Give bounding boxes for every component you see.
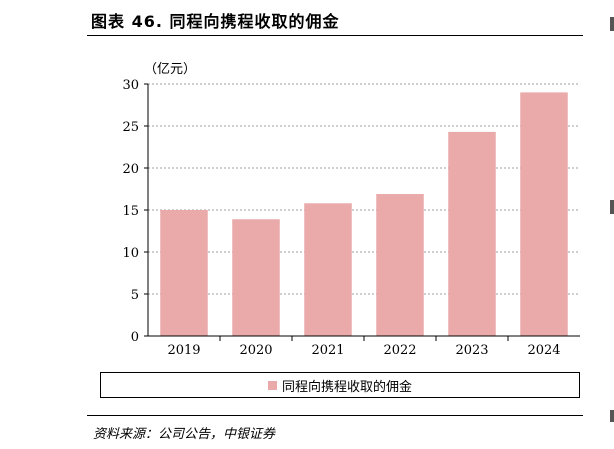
x-tick-label: 2021 [311, 343, 344, 358]
edge-mark-mid [610, 200, 614, 214]
y-tick-label: 30 [122, 78, 139, 93]
bars [160, 92, 568, 337]
x-tick-label: 2024 [527, 343, 560, 358]
grid-lines [148, 83, 580, 295]
x-tick-label: 2023 [455, 343, 488, 358]
bar-2024 [520, 92, 568, 337]
x-tick-label: 2022 [383, 343, 416, 358]
bar-2022 [376, 194, 424, 336]
y-tick-label: 10 [122, 246, 139, 261]
bar-2021 [304, 203, 352, 336]
source-rule [87, 415, 583, 416]
x-tick-label: 2019 [167, 343, 200, 358]
source-note: 资料来源：公司公告，中银证券 [93, 427, 276, 442]
axes [144, 83, 580, 341]
figure-title: 图表 46. 同程向携程收取的佣金 [91, 12, 340, 31]
y-tick-label: 15 [122, 204, 139, 219]
y-tick-labels: 0 5 10 15 20 25 30 [122, 78, 139, 345]
y-unit-label: （亿元） [144, 62, 197, 77]
y-tick-label: 20 [122, 162, 139, 177]
x-tick-label: 2020 [239, 343, 272, 358]
bar-2020 [232, 219, 280, 336]
bar-2023 [448, 131, 496, 336]
legend: 同程向携程收取的佣金 [100, 372, 580, 398]
edge-mark-top [610, 17, 614, 31]
edge-mark-bottom [610, 410, 614, 422]
legend-label: 同程向携程收取的佣金 [281, 379, 412, 395]
y-tick-label: 25 [122, 120, 139, 135]
x-tick-labels: 2019 2020 2021 2022 2023 2024 [167, 343, 560, 358]
title-rule [87, 35, 583, 36]
bar-2019 [160, 210, 208, 336]
legend-swatch [267, 380, 277, 390]
y-tick-label: 0 [131, 330, 139, 345]
y-tick-label: 5 [131, 288, 139, 303]
